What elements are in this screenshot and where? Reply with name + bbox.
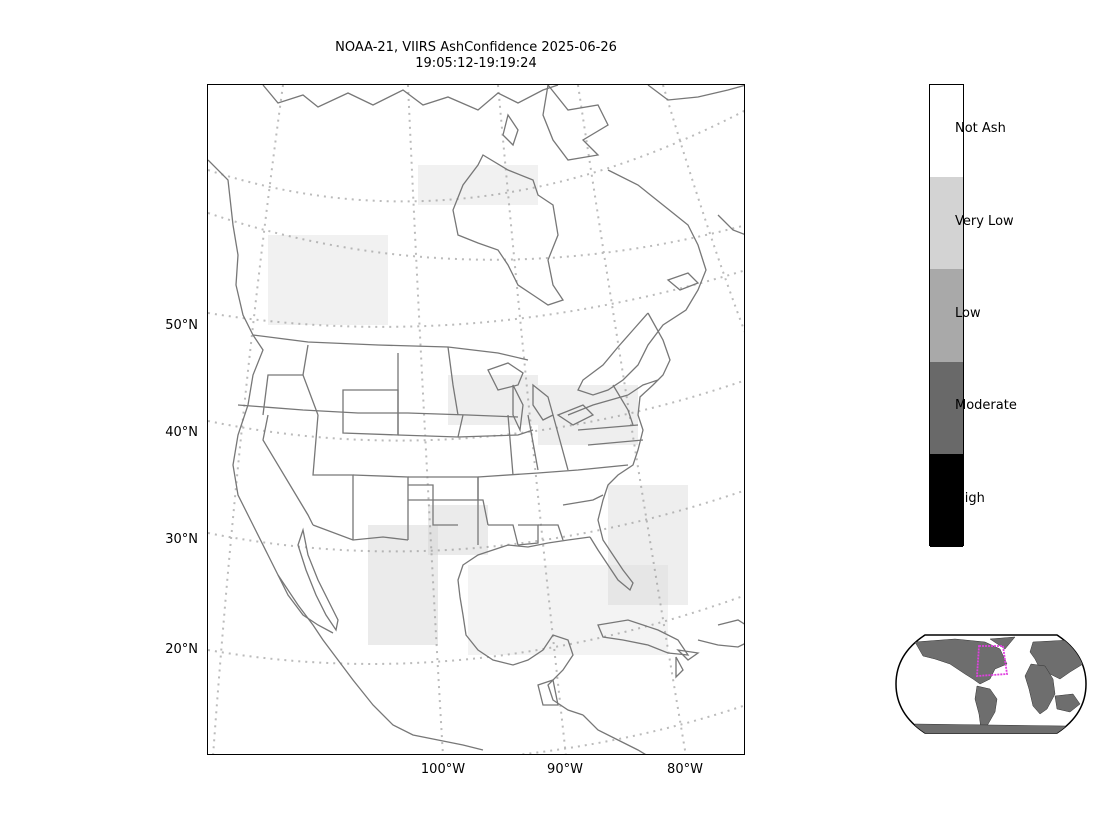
world-inset-canvas [895, 634, 1087, 734]
map-title: NOAA-21, VIIRS AshConfidence 2025-06-26 … [206, 40, 746, 72]
colorbar-label-very-low: Very Low [955, 214, 1014, 229]
colorbar-segment-high [930, 454, 963, 547]
colorbar-segment-not-ash [930, 85, 963, 177]
lon-line-100 [407, 85, 444, 754]
lon-label-80w: 80°W [667, 762, 703, 777]
lon-line-110 [212, 85, 284, 754]
lon-label-90w: 90°W [547, 762, 583, 777]
inset-region-box [976, 645, 1009, 677]
lon-line-70 [662, 85, 744, 333]
colorbar-label-low: Low [955, 306, 981, 321]
lon-label-100w: 100°W [420, 762, 466, 777]
coastlines [208, 85, 744, 754]
colorbar [929, 84, 964, 547]
lat-label-40: 40°N [165, 425, 198, 440]
lat-label-50: 50°N [165, 318, 198, 333]
map-canvas [208, 85, 744, 754]
lat-label-30: 30°N [165, 532, 198, 547]
colorbar-label-not-ash: Not Ash [955, 121, 1006, 136]
title-line-1: NOAA-21, VIIRS AshConfidence 2025-06-26 [335, 40, 617, 55]
world-inset-map [895, 634, 1087, 734]
colorbar-label-high: High [955, 491, 985, 506]
lat-label-20: 20°N [165, 642, 198, 657]
lat-line-70 [208, 109, 744, 203]
colorbar-segment-very-low [930, 177, 963, 269]
main-map[interactable] [207, 84, 745, 755]
colorbar-label-moderate: Moderate [955, 398, 1017, 413]
lat-line-10 [516, 704, 744, 754]
inset-land [914, 636, 1086, 733]
ash-pixels [268, 165, 688, 655]
colorbar-segment-moderate [930, 362, 963, 454]
colorbar-segment-low [930, 269, 963, 362]
title-line-2: 19:05:12-19:19:24 [415, 56, 537, 71]
